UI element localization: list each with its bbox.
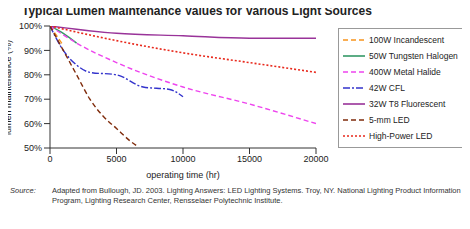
html-text:32W T8 Fluorescent: 32W T8 Fluorescent: [369, 99, 446, 109]
html-text:50W Tungsten Halogen: 50W Tungsten Halogen: [369, 51, 458, 61]
svg-text:60%: 60%: [24, 119, 42, 129]
html-text:Adapted from Bullough, JD. 200: Adapted from Bullough, JD. 2003. Lightin…: [52, 186, 461, 205]
html-text:Typical Lumen Maintenance Valu: Typical Lumen Maintenance Values for Var…: [22, 4, 372, 18]
html-text:High-Power LED: High-Power LED: [369, 131, 433, 141]
svg-text:100%: 100%: [19, 21, 42, 31]
html-text:5-mm LED: 5-mm LED: [369, 115, 410, 125]
html-text:100W Incandescent: 100W Incandescent: [369, 35, 445, 45]
svg-text:90%: 90%: [24, 46, 42, 56]
svg-text:70%: 70%: [24, 94, 42, 104]
svg-text:lumen maintenance (%): lumen maintenance (%): [8, 40, 13, 135]
html-text:Source:: Source:: [10, 186, 36, 195]
svg-text:10000: 10000: [170, 154, 195, 164]
svg-text:20000: 20000: [303, 154, 328, 164]
svg-text:0: 0: [47, 154, 52, 164]
svg-text:operating time (hr): operating time (hr): [146, 170, 220, 180]
svg-text:80%: 80%: [24, 70, 42, 80]
svg-text:5000: 5000: [106, 154, 126, 164]
svg-text:50%: 50%: [24, 143, 42, 153]
svg-text:15000: 15000: [237, 154, 262, 164]
html-text:400W Metal Halide: 400W Metal Halide: [369, 67, 441, 77]
html-text:42W CFL: 42W CFL: [369, 83, 405, 93]
